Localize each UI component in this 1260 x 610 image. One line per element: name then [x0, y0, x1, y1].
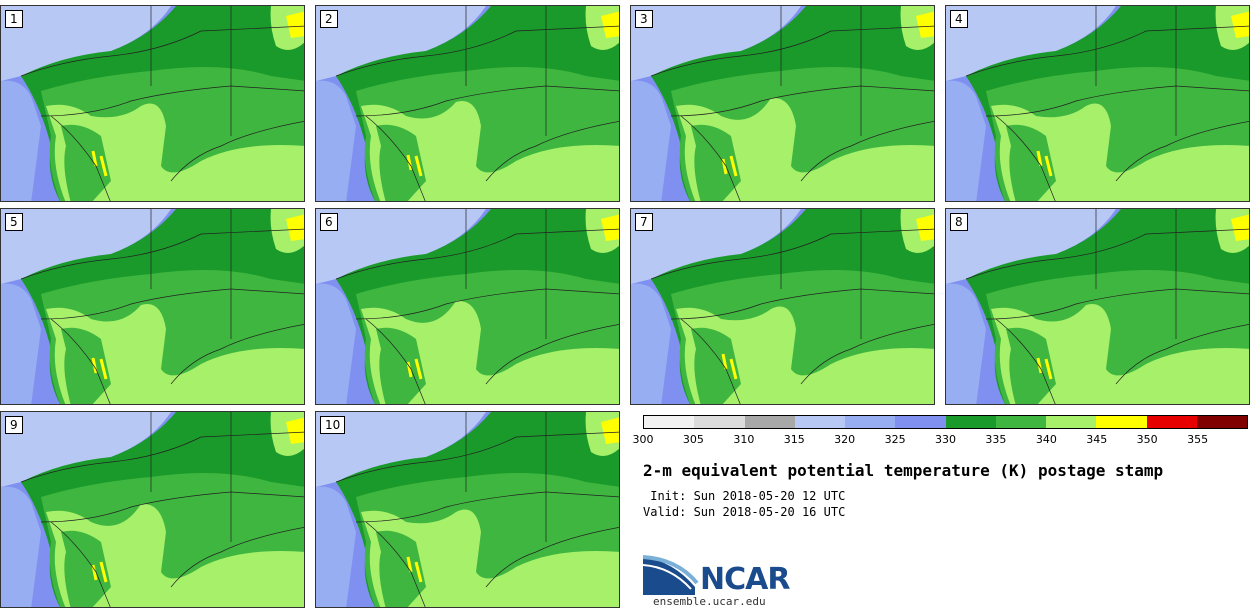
colorbar-segment: [895, 416, 946, 428]
figure-title: 2-m equivalent potential temperature (K)…: [643, 461, 1164, 480]
member-label: 4: [950, 10, 968, 28]
colorbar-tick-label: 315: [783, 433, 805, 446]
site-url: ensemble.ucar.edu: [653, 595, 766, 608]
postage-stamp-panel: 7: [630, 208, 935, 405]
colorbar-tick-label: 310: [733, 433, 755, 446]
colorbar-tick-label: 330: [935, 433, 956, 446]
colorbar: [643, 415, 1248, 429]
colorbar-segment: [1146, 416, 1197, 428]
colorbar-tick-label: 320: [834, 433, 856, 446]
colorbar-segment: [845, 416, 896, 428]
colorbar-tick-label: 350: [1136, 433, 1158, 446]
colorbar-segment: [694, 416, 745, 428]
postage-stamp-panel: 2: [315, 5, 620, 202]
member-label: 3: [635, 10, 653, 28]
postage-stamp-panel: 1: [0, 5, 305, 202]
postage-stamp-panel: 8: [945, 208, 1250, 405]
postage-stamp-panel: 3: [630, 5, 935, 202]
member-label: 2: [320, 10, 338, 28]
member-label: 6: [320, 213, 338, 231]
colorbar-segment: [995, 416, 1046, 428]
colorbar-tick-label: 345: [1086, 433, 1108, 446]
member-label: 8: [950, 213, 968, 231]
init-time: Init: Sun 2018-05-20 12 UTC: [643, 489, 846, 503]
colorbar-segment: [1196, 416, 1247, 428]
valid-time: Valid: Sun 2018-05-20 16 UTC: [643, 505, 846, 519]
postage-stamp-panel: 9: [0, 411, 305, 608]
colorbar-tick-label: 300: [632, 433, 654, 446]
colorbar-tick-label: 355: [1187, 433, 1209, 446]
postage-stamp-panel: 6: [315, 208, 620, 405]
colorbar-tick-label: 325: [884, 433, 906, 446]
ncar-logo-icon: [643, 555, 699, 595]
member-label: 9: [5, 416, 23, 434]
colorbar-tick-label: 340: [1035, 433, 1057, 446]
colorbar-segment: [945, 416, 996, 428]
colorbar-segment: [644, 416, 695, 428]
postage-stamp-panel: 10: [315, 411, 620, 608]
member-label: 7: [635, 213, 653, 231]
colorbar-segment: [744, 416, 795, 428]
member-label: 5: [5, 213, 23, 231]
colorbar-segment: [794, 416, 845, 428]
colorbar-tick-label: 335: [985, 433, 1007, 446]
member-label: 10: [320, 416, 346, 434]
colorbar-segment: [1096, 416, 1147, 428]
postage-stamp-panel: 4: [945, 5, 1250, 202]
postage-stamp-panel: 5: [0, 208, 305, 405]
colorbar-segment: [1046, 416, 1097, 428]
colorbar-tick-label: 305: [682, 433, 704, 446]
member-label: 1: [5, 10, 23, 28]
logo-text: NCAR: [700, 562, 790, 597]
